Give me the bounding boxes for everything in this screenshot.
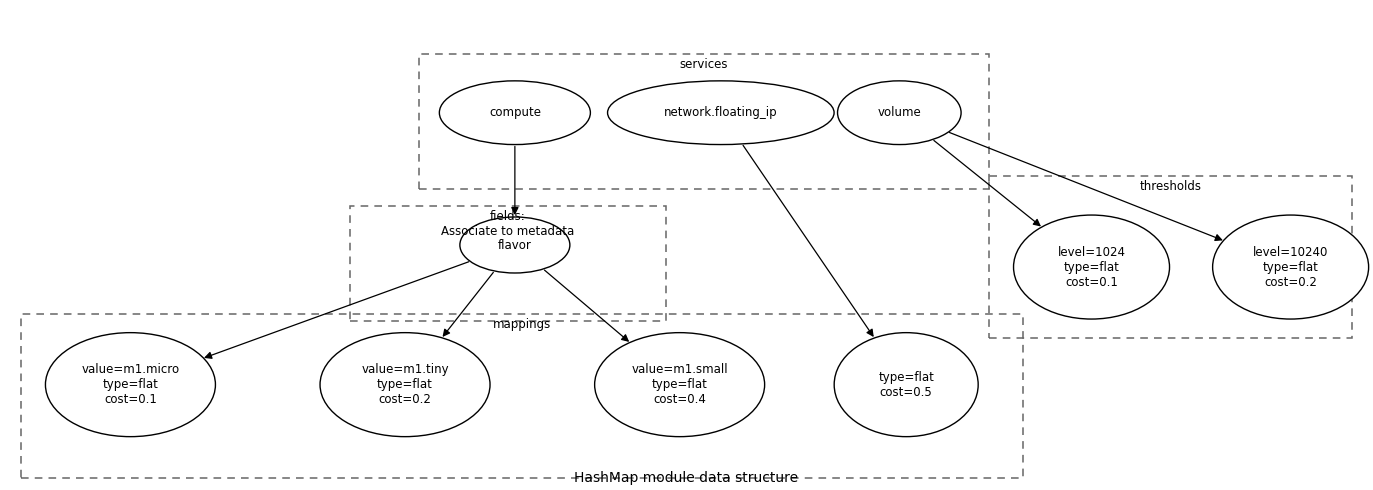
Ellipse shape bbox=[460, 217, 570, 273]
Bar bbox=[350, 206, 666, 321]
Ellipse shape bbox=[595, 333, 765, 437]
Ellipse shape bbox=[320, 333, 490, 437]
Text: value=m1.tiny
type=flat
cost=0.2: value=m1.tiny type=flat cost=0.2 bbox=[361, 363, 449, 406]
Text: level=10240
type=flat
cost=0.2: level=10240 type=flat cost=0.2 bbox=[1254, 245, 1328, 289]
Text: thresholds: thresholds bbox=[1140, 180, 1201, 194]
Text: volume: volume bbox=[877, 106, 921, 119]
Ellipse shape bbox=[439, 81, 590, 145]
Text: type=flat
cost=0.5: type=flat cost=0.5 bbox=[879, 370, 934, 399]
Ellipse shape bbox=[607, 81, 835, 145]
Ellipse shape bbox=[45, 333, 216, 437]
Ellipse shape bbox=[838, 81, 961, 145]
Text: fields:
Associate to metadata: fields: Associate to metadata bbox=[441, 210, 575, 238]
Ellipse shape bbox=[1013, 215, 1170, 319]
Text: network.floating_ip: network.floating_ip bbox=[665, 106, 777, 119]
Ellipse shape bbox=[1212, 215, 1369, 319]
Text: compute: compute bbox=[489, 106, 541, 119]
Text: services: services bbox=[680, 58, 728, 71]
Bar bbox=[989, 176, 1352, 338]
Text: value=m1.small
type=flat
cost=0.4: value=m1.small type=flat cost=0.4 bbox=[632, 363, 728, 406]
Text: HashMap module data structure: HashMap module data structure bbox=[574, 471, 799, 485]
Text: flavor: flavor bbox=[498, 239, 531, 251]
Text: value=m1.micro
type=flat
cost=0.1: value=m1.micro type=flat cost=0.1 bbox=[81, 363, 180, 406]
Bar bbox=[21, 314, 1023, 478]
Bar bbox=[419, 54, 989, 189]
Text: level=1024
type=flat
cost=0.1: level=1024 type=flat cost=0.1 bbox=[1057, 245, 1126, 289]
Text: mappings: mappings bbox=[493, 318, 551, 331]
Ellipse shape bbox=[835, 333, 978, 437]
